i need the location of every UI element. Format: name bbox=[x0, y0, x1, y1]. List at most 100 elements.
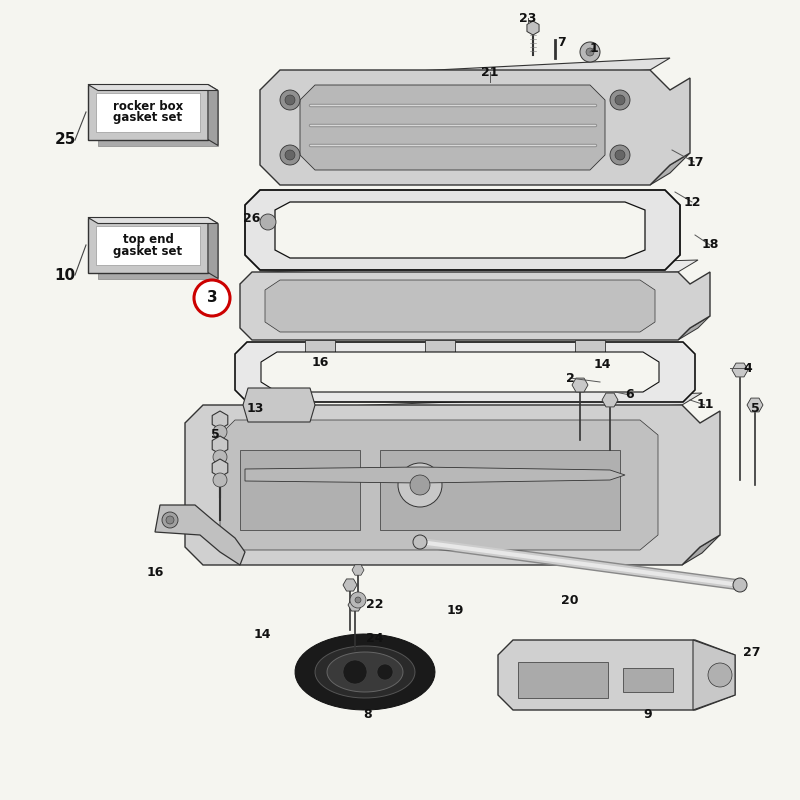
Circle shape bbox=[166, 516, 174, 524]
Text: 21: 21 bbox=[482, 66, 498, 78]
Text: 11: 11 bbox=[696, 398, 714, 411]
Polygon shape bbox=[243, 388, 315, 422]
Text: 26: 26 bbox=[243, 211, 261, 225]
Circle shape bbox=[213, 473, 227, 487]
Polygon shape bbox=[212, 459, 228, 477]
Polygon shape bbox=[98, 223, 218, 278]
Polygon shape bbox=[220, 420, 658, 550]
Circle shape bbox=[162, 512, 178, 528]
Polygon shape bbox=[88, 218, 208, 273]
Circle shape bbox=[398, 463, 442, 507]
Polygon shape bbox=[650, 153, 690, 185]
Text: 5: 5 bbox=[750, 402, 759, 414]
Text: 25: 25 bbox=[54, 133, 76, 147]
Polygon shape bbox=[602, 393, 618, 407]
Polygon shape bbox=[155, 505, 245, 565]
Polygon shape bbox=[678, 316, 710, 340]
Text: 17: 17 bbox=[686, 155, 704, 169]
Polygon shape bbox=[527, 21, 539, 35]
Text: 18: 18 bbox=[702, 238, 718, 251]
Circle shape bbox=[213, 450, 227, 464]
Circle shape bbox=[708, 663, 732, 687]
Text: 24: 24 bbox=[366, 631, 384, 645]
Text: 1: 1 bbox=[590, 42, 598, 54]
Text: 6: 6 bbox=[626, 389, 634, 402]
Polygon shape bbox=[747, 398, 763, 412]
Polygon shape bbox=[327, 652, 403, 692]
Text: 22: 22 bbox=[366, 598, 384, 611]
Polygon shape bbox=[575, 340, 605, 352]
Polygon shape bbox=[88, 218, 218, 223]
Polygon shape bbox=[96, 226, 200, 265]
Circle shape bbox=[285, 95, 295, 105]
Text: 20: 20 bbox=[562, 594, 578, 606]
Text: 9: 9 bbox=[644, 709, 652, 722]
Polygon shape bbox=[88, 85, 218, 90]
Polygon shape bbox=[623, 668, 673, 692]
Polygon shape bbox=[348, 599, 362, 611]
Circle shape bbox=[213, 425, 227, 439]
Polygon shape bbox=[240, 450, 360, 530]
Circle shape bbox=[343, 660, 367, 684]
Text: 16: 16 bbox=[146, 566, 164, 578]
Circle shape bbox=[580, 42, 600, 62]
Text: 5: 5 bbox=[210, 429, 219, 442]
Polygon shape bbox=[240, 260, 698, 284]
Polygon shape bbox=[261, 352, 659, 392]
Polygon shape bbox=[260, 58, 670, 90]
Text: gasket set: gasket set bbox=[114, 245, 182, 258]
Polygon shape bbox=[518, 662, 608, 698]
Polygon shape bbox=[212, 411, 228, 429]
Polygon shape bbox=[96, 93, 200, 131]
Polygon shape bbox=[300, 85, 605, 170]
Text: 12: 12 bbox=[683, 195, 701, 209]
Text: 8: 8 bbox=[364, 709, 372, 722]
Polygon shape bbox=[208, 218, 218, 278]
Circle shape bbox=[260, 214, 276, 230]
Circle shape bbox=[413, 535, 427, 549]
Polygon shape bbox=[275, 202, 645, 258]
Polygon shape bbox=[185, 393, 702, 423]
Polygon shape bbox=[305, 340, 335, 352]
Polygon shape bbox=[498, 640, 735, 710]
Text: 7: 7 bbox=[558, 35, 566, 49]
Text: rocker box: rocker box bbox=[113, 99, 183, 113]
Polygon shape bbox=[235, 342, 695, 402]
Circle shape bbox=[350, 592, 366, 608]
Circle shape bbox=[733, 578, 747, 592]
Polygon shape bbox=[295, 634, 435, 710]
Circle shape bbox=[610, 90, 630, 110]
Text: 14: 14 bbox=[594, 358, 610, 371]
Circle shape bbox=[377, 664, 393, 680]
Polygon shape bbox=[245, 467, 625, 483]
Text: top end: top end bbox=[122, 233, 174, 246]
Circle shape bbox=[285, 150, 295, 160]
Text: 23: 23 bbox=[519, 11, 537, 25]
Circle shape bbox=[410, 475, 430, 495]
Circle shape bbox=[610, 145, 630, 165]
Text: 10: 10 bbox=[54, 267, 75, 282]
Circle shape bbox=[586, 48, 594, 56]
Polygon shape bbox=[212, 436, 228, 454]
Text: 2: 2 bbox=[566, 371, 574, 385]
Text: 19: 19 bbox=[446, 603, 464, 617]
Polygon shape bbox=[185, 405, 720, 565]
Polygon shape bbox=[208, 85, 218, 146]
Polygon shape bbox=[88, 85, 208, 139]
Text: 13: 13 bbox=[246, 402, 264, 414]
Text: 16: 16 bbox=[311, 355, 329, 369]
Text: 4: 4 bbox=[744, 362, 752, 374]
Polygon shape bbox=[245, 190, 680, 270]
Text: 14: 14 bbox=[254, 629, 270, 642]
Polygon shape bbox=[352, 565, 364, 575]
Text: 3: 3 bbox=[206, 290, 218, 306]
Circle shape bbox=[280, 145, 300, 165]
Polygon shape bbox=[572, 378, 588, 392]
Polygon shape bbox=[693, 640, 735, 710]
Text: gasket set: gasket set bbox=[114, 111, 182, 125]
Polygon shape bbox=[732, 363, 748, 377]
Polygon shape bbox=[98, 90, 218, 146]
Circle shape bbox=[615, 95, 625, 105]
Polygon shape bbox=[682, 535, 720, 565]
Circle shape bbox=[615, 150, 625, 160]
